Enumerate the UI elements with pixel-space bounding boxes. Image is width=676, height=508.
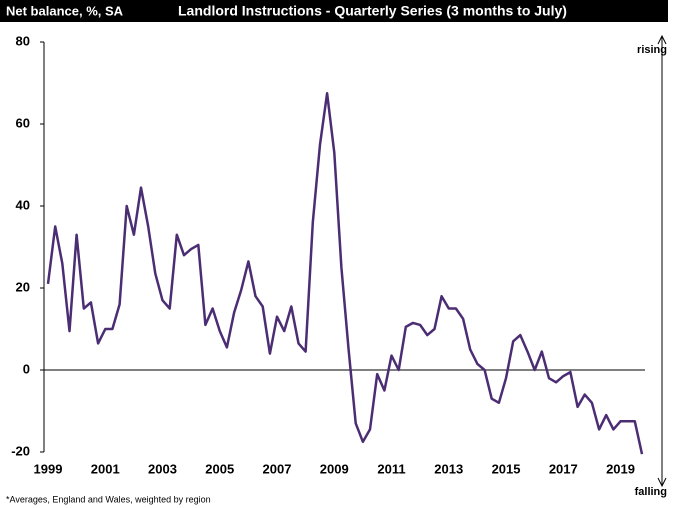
y-tick-label: 40 xyxy=(16,197,30,212)
y-tick-label: 0 xyxy=(23,361,30,376)
chart-title: Landlord Instructions - Quarterly Series… xyxy=(178,3,567,19)
x-tick-label: 2013 xyxy=(434,461,463,476)
x-tick-label: 2009 xyxy=(320,461,349,476)
x-tick-label: 2019 xyxy=(606,461,635,476)
series-line xyxy=(46,92,644,455)
x-tick-label: 2015 xyxy=(492,461,521,476)
x-tick-label: 2005 xyxy=(205,461,234,476)
header-bar xyxy=(0,0,668,22)
y-tick-label: -20 xyxy=(11,443,30,458)
y-tick-label: 80 xyxy=(16,33,30,48)
annotation: rising xyxy=(637,44,667,56)
y-tick-label: 60 xyxy=(16,115,30,130)
x-tick-label: 2007 xyxy=(263,461,292,476)
footnote: *Averages, England and Wales, weighted b… xyxy=(6,494,211,504)
arrow-heads xyxy=(657,34,667,488)
x-tick-label: 2011 xyxy=(377,461,405,476)
x-tick-label: 2017 xyxy=(549,461,578,476)
y-tick-label: 20 xyxy=(16,279,30,294)
x-tick-label: 2003 xyxy=(148,461,177,476)
annotation: falling xyxy=(635,486,667,498)
header: Net balance, %, SA xyxy=(6,3,124,18)
x-tick-label: 2001 xyxy=(91,461,120,476)
x-tick-label: 1999 xyxy=(34,461,63,476)
